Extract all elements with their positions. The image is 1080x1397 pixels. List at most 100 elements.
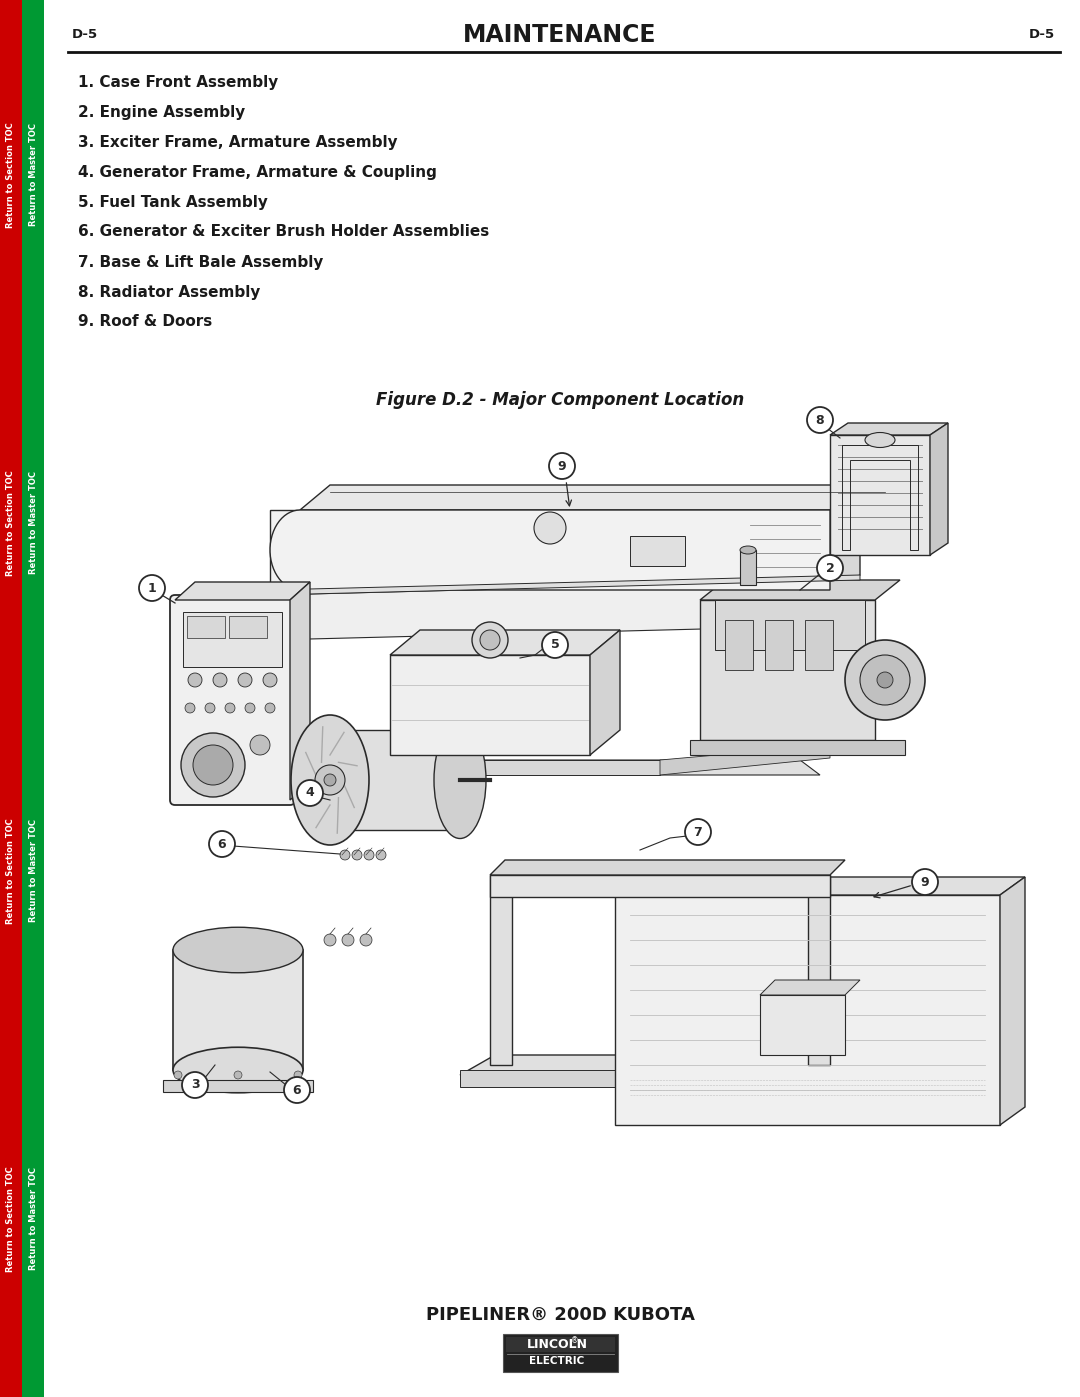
Polygon shape — [175, 583, 310, 599]
Bar — [187, 616, 225, 638]
Text: 8. Radiator Assembly: 8. Radiator Assembly — [78, 285, 260, 299]
Circle shape — [376, 849, 386, 861]
Bar — [183, 612, 282, 666]
Circle shape — [807, 407, 833, 433]
Circle shape — [265, 703, 275, 712]
Circle shape — [340, 849, 350, 861]
Polygon shape — [930, 423, 948, 555]
Circle shape — [284, 1077, 310, 1104]
Circle shape — [264, 673, 276, 687]
Ellipse shape — [173, 1048, 303, 1092]
Polygon shape — [715, 599, 865, 650]
Text: 3. Exciter Frame, Armature Assembly: 3. Exciter Frame, Armature Assembly — [78, 134, 397, 149]
Text: Return to Master TOC: Return to Master TOC — [28, 820, 38, 922]
Bar — [22, 0, 44, 1397]
Text: ELECTRIC: ELECTRIC — [529, 1356, 584, 1366]
Polygon shape — [831, 434, 930, 555]
Circle shape — [364, 849, 374, 861]
Circle shape — [816, 555, 843, 581]
Text: Figure D.2 - Major Component Location: Figure D.2 - Major Component Location — [376, 391, 744, 409]
Text: Return to Section TOC: Return to Section TOC — [6, 819, 15, 923]
Circle shape — [297, 780, 323, 806]
Circle shape — [238, 673, 252, 687]
Circle shape — [213, 673, 227, 687]
Polygon shape — [270, 760, 820, 775]
Circle shape — [534, 511, 566, 543]
Polygon shape — [1000, 877, 1025, 1125]
Polygon shape — [808, 875, 831, 1065]
FancyBboxPatch shape — [170, 595, 295, 805]
Text: D-5: D-5 — [72, 28, 98, 42]
Polygon shape — [490, 875, 512, 1065]
Polygon shape — [173, 950, 303, 1070]
Circle shape — [183, 1071, 208, 1098]
Polygon shape — [760, 981, 860, 995]
Text: 9. Roof & Doors: 9. Roof & Doors — [78, 314, 213, 330]
Circle shape — [193, 745, 233, 785]
Text: 4: 4 — [306, 787, 314, 799]
Bar — [740, 550, 756, 585]
Polygon shape — [270, 580, 860, 640]
Circle shape — [245, 703, 255, 712]
Bar — [760, 995, 845, 1055]
Circle shape — [185, 703, 195, 712]
Polygon shape — [291, 583, 310, 800]
Circle shape — [342, 935, 354, 946]
Circle shape — [234, 1071, 242, 1078]
Polygon shape — [700, 580, 900, 599]
Circle shape — [685, 819, 711, 845]
Polygon shape — [615, 877, 1025, 895]
Polygon shape — [460, 1055, 895, 1076]
Polygon shape — [590, 630, 620, 754]
Bar — [505, 1337, 615, 1352]
Ellipse shape — [291, 715, 369, 845]
Text: 7. Base & Lift Bale Assembly: 7. Base & Lift Bale Assembly — [78, 254, 323, 270]
Bar — [502, 1334, 618, 1372]
Circle shape — [877, 672, 893, 687]
Circle shape — [472, 622, 508, 658]
Circle shape — [324, 935, 336, 946]
Text: Return to Master TOC: Return to Master TOC — [28, 1168, 38, 1270]
Text: 1: 1 — [148, 581, 157, 595]
Text: 2. Engine Assembly: 2. Engine Assembly — [78, 105, 245, 120]
Text: 5. Fuel Tank Assembly: 5. Fuel Tank Assembly — [78, 194, 268, 210]
Polygon shape — [615, 895, 1000, 1125]
Text: Return to Master TOC: Return to Master TOC — [28, 472, 38, 574]
Circle shape — [188, 673, 202, 687]
Text: 6: 6 — [218, 837, 227, 851]
Circle shape — [210, 831, 235, 856]
Polygon shape — [831, 495, 860, 590]
Polygon shape — [660, 745, 831, 775]
Circle shape — [205, 703, 215, 712]
Circle shape — [249, 735, 270, 754]
Text: 6: 6 — [293, 1084, 301, 1097]
Circle shape — [225, 703, 235, 712]
Bar — [0, 0, 22, 1397]
Text: D-5: D-5 — [1029, 28, 1055, 42]
Circle shape — [360, 935, 372, 946]
Bar — [805, 620, 833, 671]
Circle shape — [352, 849, 362, 861]
Text: ®: ® — [571, 1337, 579, 1345]
Polygon shape — [831, 423, 948, 434]
Circle shape — [549, 453, 575, 479]
Polygon shape — [490, 861, 845, 875]
Circle shape — [139, 576, 165, 601]
Polygon shape — [270, 576, 860, 595]
Polygon shape — [460, 1070, 860, 1087]
Text: Return to Section TOC: Return to Section TOC — [6, 471, 15, 576]
Ellipse shape — [434, 721, 486, 838]
Text: 2: 2 — [825, 562, 835, 574]
Circle shape — [294, 1071, 302, 1078]
Polygon shape — [390, 655, 590, 754]
Ellipse shape — [173, 928, 303, 972]
Polygon shape — [390, 630, 620, 655]
Polygon shape — [690, 740, 905, 754]
Polygon shape — [163, 1080, 313, 1092]
Text: 9: 9 — [920, 876, 929, 888]
Text: Return to Section TOC: Return to Section TOC — [6, 1166, 15, 1271]
Text: 5: 5 — [551, 638, 559, 651]
Circle shape — [912, 869, 939, 895]
Text: MAINTENANCE: MAINTENANCE — [463, 22, 657, 47]
Ellipse shape — [865, 433, 895, 447]
